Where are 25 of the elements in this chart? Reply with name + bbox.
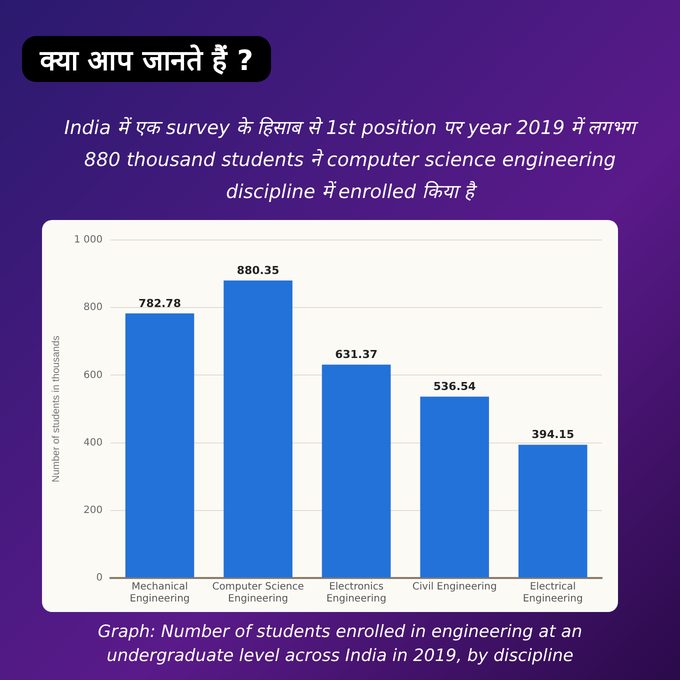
y-tick-label: 800 — [84, 302, 103, 314]
bar — [125, 313, 194, 578]
bar — [518, 444, 588, 578]
x-tick-label: Civil Engineering — [412, 582, 497, 593]
bar — [420, 396, 489, 578]
y-tick-label: 600 — [84, 370, 103, 381]
text: Graph: Number of students enrolled in engineering at an undergraduate level across India in 2019, by discipline — [96, 621, 584, 668]
y-tick-label: 200 — [84, 504, 103, 516]
data-label: 394.15 — [532, 428, 574, 442]
y-tick-label: 400 — [84, 437, 103, 448]
data-label: 880.35 — [236, 264, 280, 277]
y-tick-label: 1 000 — [74, 234, 103, 246]
data-label: 536.54 — [433, 380, 476, 394]
y-axis-title: Number of students in thousands — [50, 336, 62, 482]
chart-title: क्या आप जानते हैं ? — [22, 36, 272, 82]
y-tick-label: 0 — [96, 572, 103, 584]
chart-subtitle: India में एक survey के हिसाब से 1st position पर year 2019 में लगभग 880 thousand students ने computer science engineering discipline में enrolled किया है — [63, 116, 640, 205]
x-tick-label: Computer Science Engineering — [212, 582, 304, 605]
data-label: 782.78 — [138, 296, 181, 310]
bar — [224, 280, 292, 578]
x-tick-label: Mechanical Engineering — [130, 582, 190, 605]
x-tick-label: Electronics Engineering — [326, 582, 386, 605]
data-label: 631.37 — [335, 348, 378, 361]
bar — [322, 364, 391, 578]
x-tick-label: Electrical Engineering — [522, 582, 583, 605]
